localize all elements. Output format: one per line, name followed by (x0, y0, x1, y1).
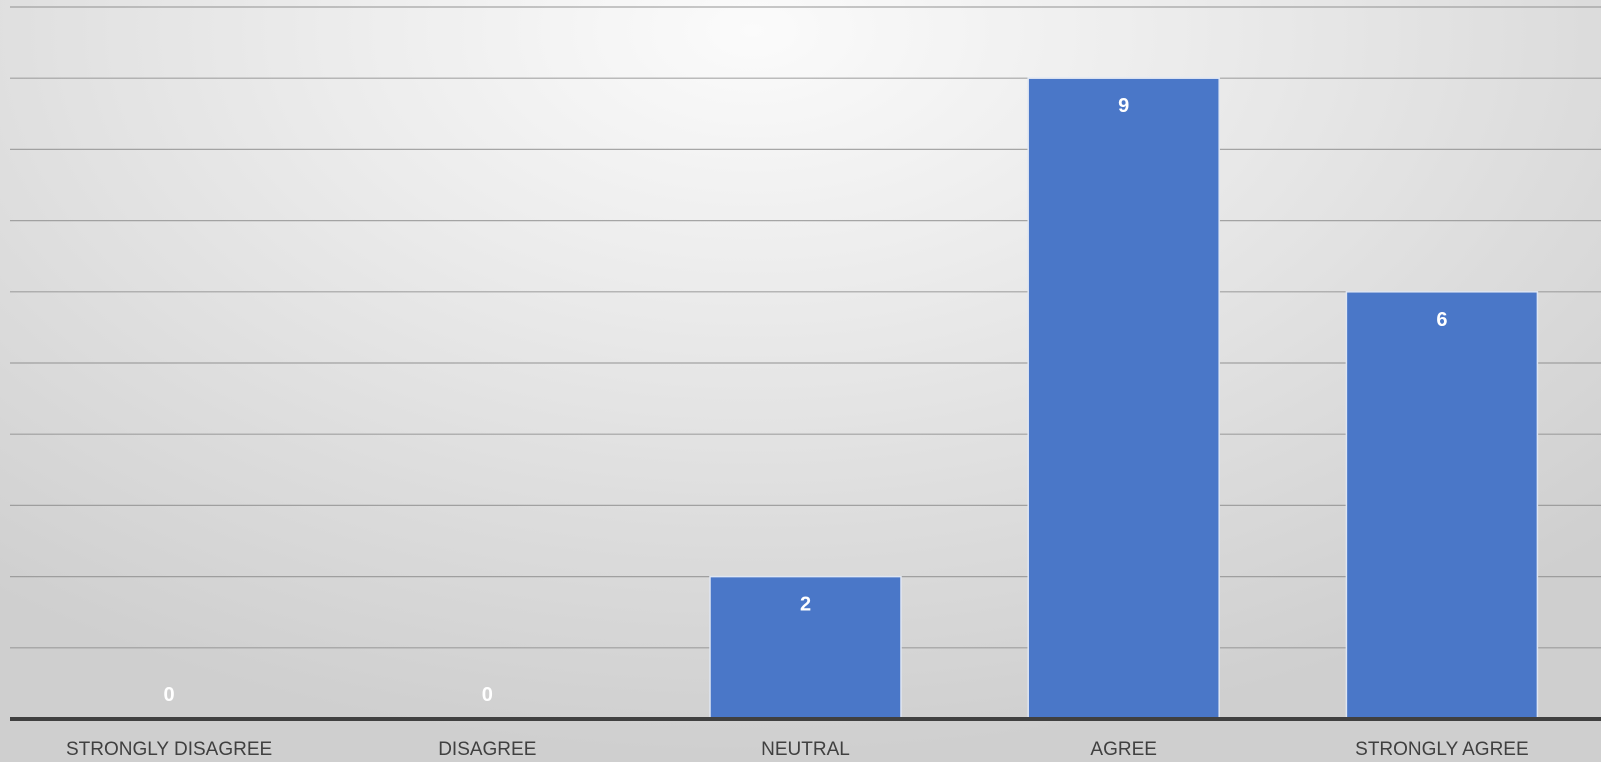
bar-value-label: 0 (164, 684, 175, 706)
bar (709, 575, 902, 720)
x-tick-label: AGREE (1090, 739, 1157, 760)
x-tick-label: NEUTRAL (761, 739, 850, 760)
x-tick-label: DISAGREE (438, 739, 536, 760)
bar-value-label: 2 (800, 594, 811, 616)
x-tick-labels: STRONGLY DISAGREE DISAGREE NEUTRAL AGREE STR… (66, 739, 1529, 760)
bar (1345, 291, 1539, 720)
x-tick-label: STRONGLY DISAGREE (66, 739, 272, 760)
bar-value-labels: 0 0 2 9 6 (164, 95, 1448, 706)
bar (1027, 77, 1220, 720)
bar-value-label: 9 (1118, 95, 1129, 117)
gridlines (10, 6, 1601, 649)
bar-value-label: 0 (482, 684, 493, 706)
x-tick-label: STRONGLY AGREE (1355, 739, 1529, 760)
bars (709, 77, 1539, 720)
bar-value-label: 6 (1436, 309, 1447, 331)
